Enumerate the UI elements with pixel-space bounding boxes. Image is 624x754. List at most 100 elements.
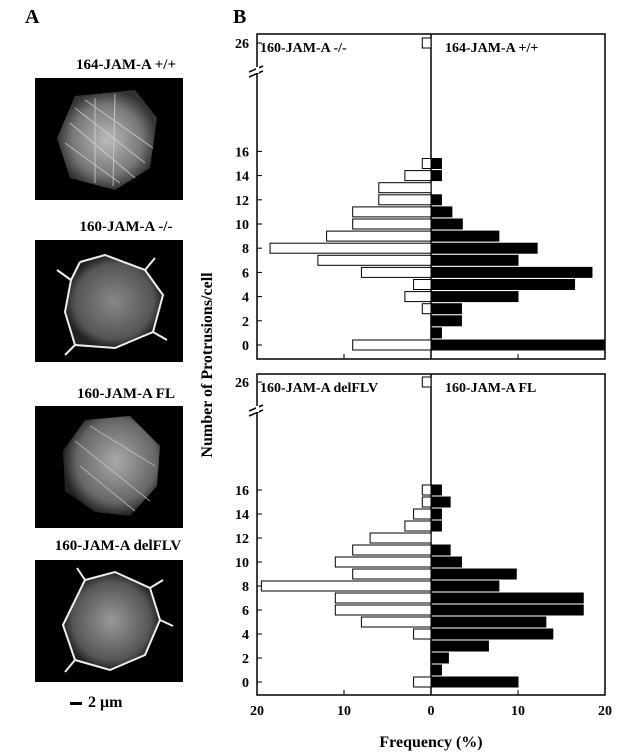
bar [404,170,432,182]
bar [430,254,519,266]
bar [421,303,432,315]
bar [378,182,432,194]
scale-bar-line [70,701,82,705]
bar [430,556,462,568]
bar [430,652,449,664]
y-tick-label: 0 [242,339,249,354]
bar [430,664,442,676]
bar [430,544,451,556]
y-tick-label: 2 [242,315,249,330]
bar [413,279,432,290]
bar [430,230,500,242]
bar [430,315,462,327]
bar [430,628,554,640]
axis-break-mark [248,409,264,417]
bar [430,339,606,351]
bar [430,592,584,604]
bar [430,279,576,290]
series-label-right: 160-JAM-A FL [445,381,536,396]
bar [352,218,432,230]
cell-title-160-ko: 160-JAM-A -/- [79,219,173,235]
bar [430,170,442,182]
y-tick-label: 26 [235,37,249,52]
y-tick-label: 16 [235,484,249,499]
scale-bar-label: 2 μm [88,694,123,711]
cell-title-160-delflv: 160-JAM-A delFLV [54,538,182,554]
bar [352,568,432,580]
bar [430,303,462,315]
bar [430,496,451,508]
y-tick-label: 4 [242,291,249,306]
panel-b-label: B [233,6,247,28]
y-tick-label: 6 [242,266,249,281]
y-tick-label: 10 [235,218,249,233]
y-tick-label: 2 [242,652,249,667]
bar [413,676,432,688]
bar [430,580,500,592]
bar [430,206,453,218]
bar [413,628,432,640]
bar [378,194,432,206]
cell-title-160-fl: 160-JAM-A FL [77,386,175,402]
bar [421,376,432,388]
x-tick-label: 20 [250,704,264,719]
bar [421,484,432,496]
bar [430,194,442,206]
bar [430,640,489,652]
bar [430,158,442,169]
x-tick-label: 20 [598,704,612,719]
bar [334,604,432,616]
bar [413,508,432,520]
bar [430,266,593,278]
y-tick-label: 0 [242,676,249,691]
x-tick-label: 10 [337,704,351,719]
x-tick-label: 10 [511,704,525,719]
x-axis-title: Frequency (%) [379,734,482,751]
bar [369,532,432,544]
bar [352,206,432,218]
y-tick-label: 8 [242,242,249,257]
series-label-right: 164-JAM-A +/+ [445,41,538,56]
bar [334,556,432,568]
bar [430,242,538,254]
bar [352,339,432,351]
cell-image-164-wt [35,78,183,200]
cell-image-160-fl [35,406,183,528]
bar [430,484,442,496]
y-tick-label: 12 [235,194,249,209]
bar [430,604,584,616]
y-tick-label: 16 [235,145,249,160]
bar [421,496,432,508]
bar [326,230,432,242]
y-tick-label: 14 [235,170,249,185]
y-tick-label: 10 [235,556,249,571]
y-tick-label: 26 [235,376,249,391]
y-axis-title: Number of Protrusions/cell [199,272,216,458]
bar [430,568,517,580]
axis-break-gap [256,67,259,73]
bar [317,254,432,266]
cell-image-160-delflv [35,560,183,682]
bar [430,218,463,230]
axis-break-gap [256,406,259,412]
bar [404,520,432,532]
axis-break-mark [248,70,264,78]
bar [430,616,547,628]
bar [430,508,442,520]
bar [334,592,432,604]
y-tick-label: 4 [242,628,249,643]
bar [260,580,432,592]
y-tick-label: 8 [242,580,249,595]
y-tick-label: 12 [235,532,249,547]
bar [360,616,432,628]
bar [404,291,432,303]
series-label-left: 160-JAM-A -/- [260,41,347,56]
bar [430,520,442,532]
bar [360,266,432,278]
y-tick-label: 6 [242,604,249,619]
bar [430,676,519,688]
bar [421,158,432,169]
bar [430,327,442,339]
bar [430,291,519,303]
